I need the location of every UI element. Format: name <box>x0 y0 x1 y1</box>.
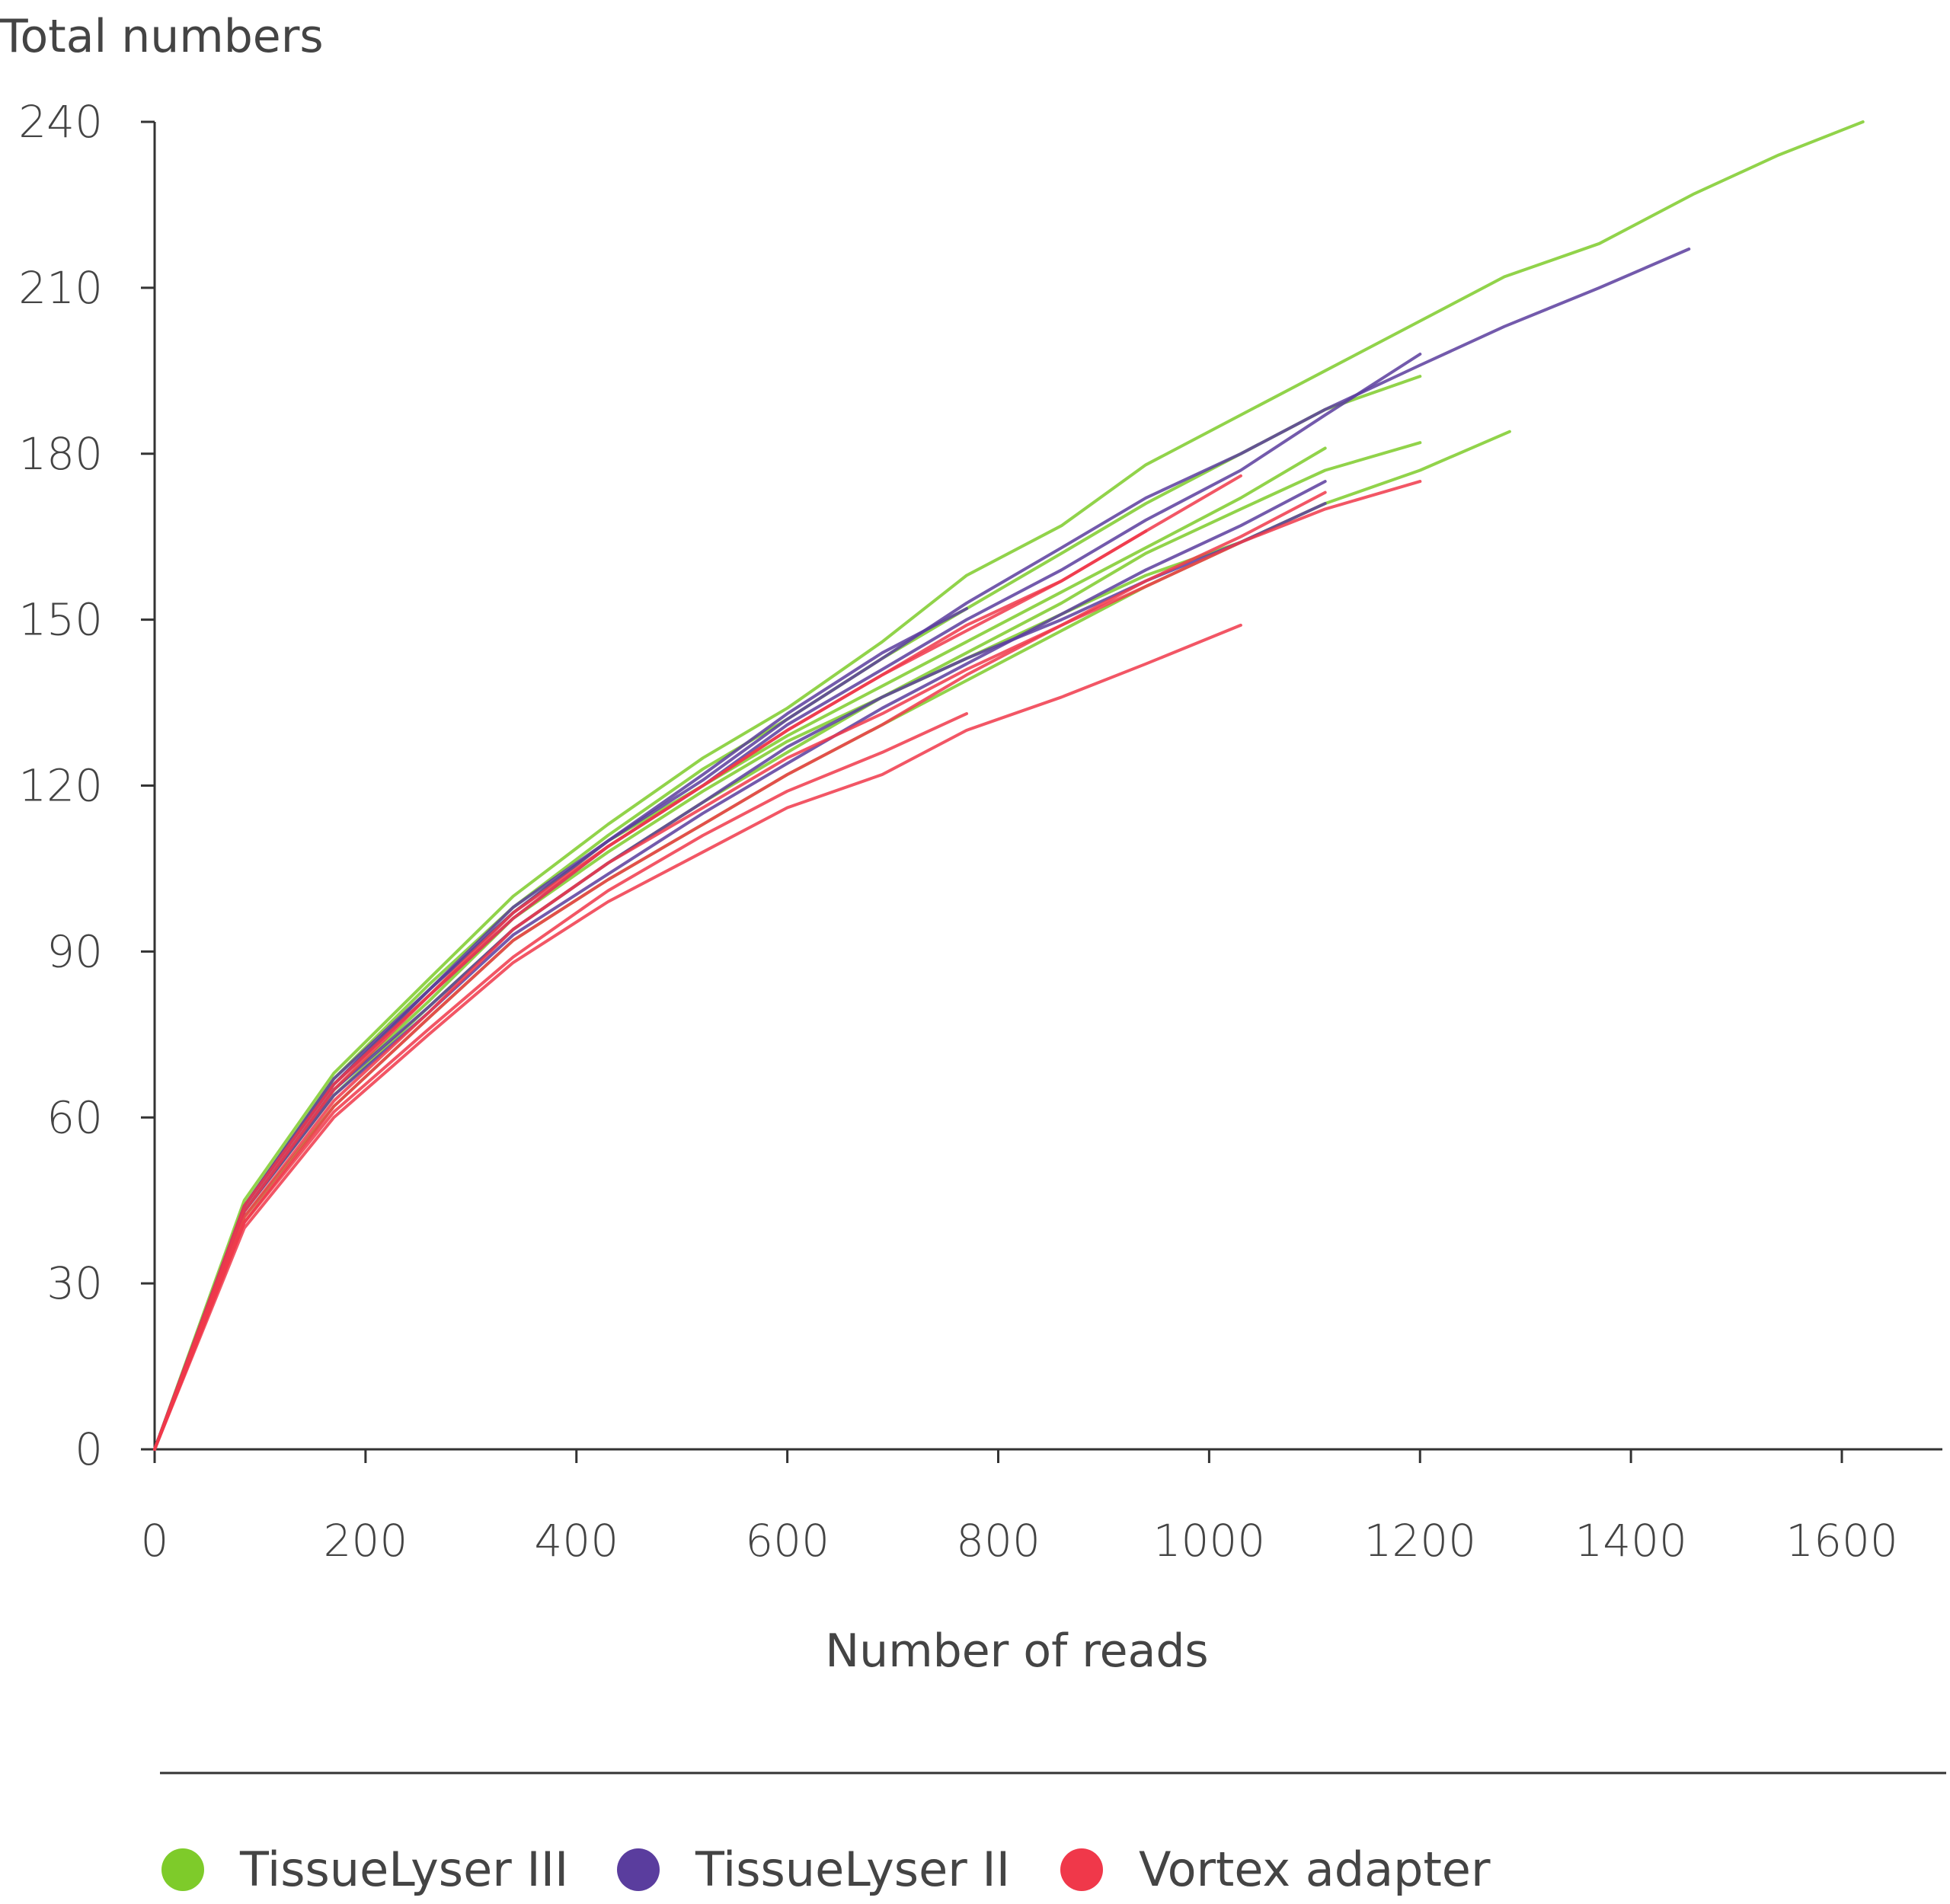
series-line-vortex-adapter-15 <box>153 712 968 1451</box>
y-tick-label: 150 <box>18 594 103 646</box>
x-axis-title: Number of reads <box>825 1624 1208 1678</box>
legend-marker <box>161 1848 204 1891</box>
legend: TissueLyser III TissueLyser II Vortex adap… <box>161 1842 1491 1897</box>
x-tick-label: 1000 <box>1153 1515 1266 1567</box>
x-tick-label: 800 <box>956 1515 1041 1567</box>
x-tick-label: 0 <box>141 1515 169 1567</box>
series-line-tissuelyser-iii-4 <box>153 430 1511 1451</box>
series-line-tissuelyser-ii-7 <box>153 248 1691 1451</box>
legend-marker <box>1060 1848 1103 1891</box>
y-tick-label: 240 <box>18 96 103 148</box>
series-line-tissuelyser-iii-6 <box>153 541 1242 1451</box>
x-tick-label: 1200 <box>1363 1515 1476 1567</box>
y-tick-label: 0 <box>75 1423 103 1475</box>
x-axis-ticks: 0 200 400 600 800 1000 1200 1400 1600 <box>141 1449 1898 1567</box>
series-line-vortex-adapter-16 <box>153 490 1327 1451</box>
x-tick-label: 1400 <box>1574 1515 1687 1567</box>
x-tick-label: 200 <box>324 1515 408 1567</box>
series-line-tissuelyser-iii-1 <box>153 120 1865 1451</box>
series-line-vortex-adapter-17 <box>153 529 1148 1451</box>
series-line-tissuelyser-iii-3 <box>153 441 1422 1451</box>
x-tick-label: 600 <box>745 1515 830 1567</box>
legend-marker <box>617 1848 660 1891</box>
y-tick-label: 210 <box>18 262 103 314</box>
series-lines <box>153 120 1865 1451</box>
y-tick-label: 60 <box>46 1091 103 1143</box>
legend-label: Vortex adapter <box>1139 1842 1491 1897</box>
legend-label: TissueLyser III <box>239 1842 568 1897</box>
y-tick-label: 180 <box>18 428 103 480</box>
y-tick-label: 30 <box>46 1257 103 1309</box>
series-line-tissuelyser-iii-2 <box>153 375 1422 1451</box>
legend-label: TissueLyser II <box>695 1842 1010 1897</box>
series-line-tissuelyser-iii-5 <box>153 446 1327 1451</box>
y-tick-label: 90 <box>46 925 103 977</box>
series-line-vortex-adapter-13 <box>153 480 1422 1451</box>
series-line-tissuelyser-ii-10 <box>153 607 968 1451</box>
y-axis-title: Total numbers <box>0 10 324 63</box>
series-line-tissuelyser-ii-8 <box>153 353 1422 1451</box>
series-line-vortex-adapter-14 <box>153 623 1242 1451</box>
x-tick-label: 1600 <box>1785 1515 1898 1567</box>
series-line-tissuelyser-ii-11 <box>153 502 1327 1451</box>
series-line-tissuelyser-ii-9 <box>153 480 1327 1451</box>
y-axis-ticks: 0 30 60 90 120 150 180 210 240 <box>18 96 155 1475</box>
x-tick-label: 400 <box>534 1515 619 1567</box>
y-tick-label: 120 <box>18 760 103 812</box>
